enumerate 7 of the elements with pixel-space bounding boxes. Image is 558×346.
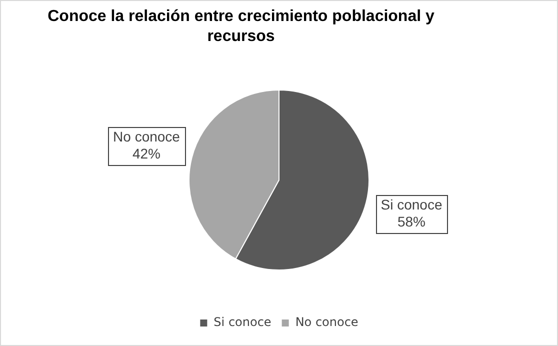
data-label: 58%: [397, 213, 426, 230]
legend-label: No conoce: [295, 315, 358, 330]
data-label: 42%: [132, 145, 161, 162]
slice-label: No conoce: [113, 128, 180, 144]
chart-title: Conoce la relación entre crecimiento poblacional y recursos: [46, 7, 436, 47]
legend-label: Si conoce: [214, 315, 272, 330]
slice-label: Si conoce: [380, 196, 442, 212]
